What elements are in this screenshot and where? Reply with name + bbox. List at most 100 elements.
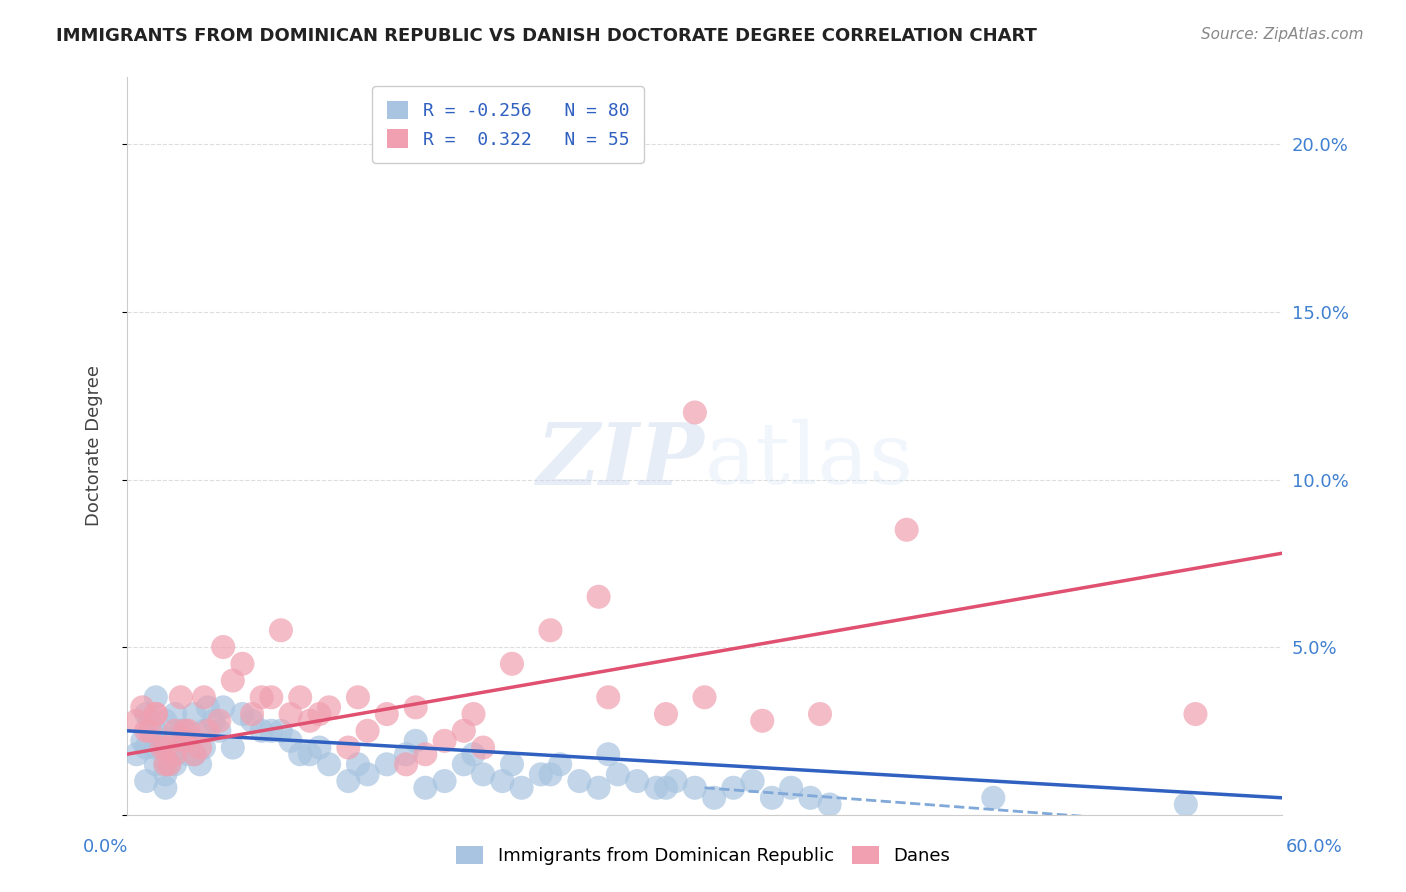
- Point: [197, 723, 219, 738]
- Point: [250, 690, 273, 705]
- Point: [155, 767, 177, 781]
- Point: [145, 706, 167, 721]
- Text: atlas: atlas: [704, 419, 914, 502]
- Point: [260, 723, 283, 738]
- Point: [453, 757, 475, 772]
- Point: [183, 706, 205, 721]
- Point: [280, 734, 302, 748]
- Point: [212, 700, 235, 714]
- Point: [270, 624, 292, 638]
- Point: [606, 767, 628, 781]
- Point: [896, 523, 918, 537]
- Point: [298, 747, 321, 762]
- Point: [375, 757, 398, 772]
- Point: [222, 740, 245, 755]
- Point: [415, 747, 437, 762]
- Point: [405, 700, 427, 714]
- Point: [415, 780, 437, 795]
- Point: [818, 797, 841, 812]
- Point: [598, 690, 620, 705]
- Point: [298, 714, 321, 728]
- Text: 0.0%: 0.0%: [83, 838, 128, 855]
- Point: [145, 723, 167, 738]
- Text: IMMIGRANTS FROM DOMINICAN REPUBLIC VS DANISH DOCTORATE DEGREE CORRELATION CHART: IMMIGRANTS FROM DOMINICAN REPUBLIC VS DA…: [56, 27, 1038, 45]
- Point: [193, 690, 215, 705]
- Text: Source: ZipAtlas.com: Source: ZipAtlas.com: [1201, 27, 1364, 42]
- Point: [405, 734, 427, 748]
- Point: [183, 747, 205, 762]
- Point: [193, 740, 215, 755]
- Point: [163, 723, 186, 738]
- Point: [197, 700, 219, 714]
- Point: [491, 774, 513, 789]
- Point: [145, 757, 167, 772]
- Point: [683, 780, 706, 795]
- Point: [741, 774, 763, 789]
- Point: [212, 640, 235, 654]
- Point: [290, 747, 312, 762]
- Point: [173, 723, 195, 738]
- Point: [173, 734, 195, 748]
- Point: [655, 780, 678, 795]
- Point: [280, 706, 302, 721]
- Point: [501, 757, 523, 772]
- Point: [145, 690, 167, 705]
- Point: [318, 700, 340, 714]
- Point: [356, 767, 378, 781]
- Point: [548, 757, 571, 772]
- Point: [145, 740, 167, 755]
- Point: [645, 780, 668, 795]
- Point: [135, 723, 157, 738]
- Point: [177, 723, 200, 738]
- Point: [665, 774, 688, 789]
- Point: [799, 790, 821, 805]
- Point: [472, 740, 495, 755]
- Y-axis label: Doctorate Degree: Doctorate Degree: [86, 366, 103, 526]
- Point: [510, 780, 533, 795]
- Point: [135, 774, 157, 789]
- Point: [347, 690, 370, 705]
- Point: [170, 690, 193, 705]
- Point: [125, 747, 148, 762]
- Point: [208, 723, 231, 738]
- Point: [308, 706, 330, 721]
- Point: [173, 723, 195, 738]
- Point: [808, 706, 831, 721]
- Point: [530, 767, 553, 781]
- Point: [463, 706, 485, 721]
- Point: [135, 740, 157, 755]
- Point: [155, 734, 177, 748]
- Point: [395, 747, 418, 762]
- Point: [139, 723, 162, 738]
- Point: [683, 405, 706, 419]
- Point: [155, 757, 177, 772]
- Point: [157, 757, 180, 772]
- Point: [173, 734, 195, 748]
- Point: [751, 714, 773, 728]
- Point: [163, 706, 186, 721]
- Point: [433, 734, 456, 748]
- Point: [981, 790, 1004, 805]
- Point: [453, 723, 475, 738]
- Point: [135, 706, 157, 721]
- Point: [131, 700, 153, 714]
- Point: [347, 757, 370, 772]
- Point: [463, 747, 485, 762]
- Point: [163, 747, 186, 762]
- Point: [260, 690, 283, 705]
- Point: [222, 673, 245, 688]
- Point: [150, 740, 173, 755]
- Point: [188, 757, 211, 772]
- Point: [202, 714, 225, 728]
- Point: [588, 780, 610, 795]
- Point: [318, 757, 340, 772]
- Point: [375, 706, 398, 721]
- Point: [290, 690, 312, 705]
- Point: [231, 706, 253, 721]
- Point: [337, 740, 360, 755]
- Point: [155, 757, 177, 772]
- Legend: R = -0.256   N = 80, R =  0.322   N = 55: R = -0.256 N = 80, R = 0.322 N = 55: [373, 87, 644, 163]
- Point: [173, 723, 195, 738]
- Point: [1174, 797, 1197, 812]
- Legend: Immigrants from Dominican Republic, Danes: Immigrants from Dominican Republic, Dane…: [447, 837, 959, 874]
